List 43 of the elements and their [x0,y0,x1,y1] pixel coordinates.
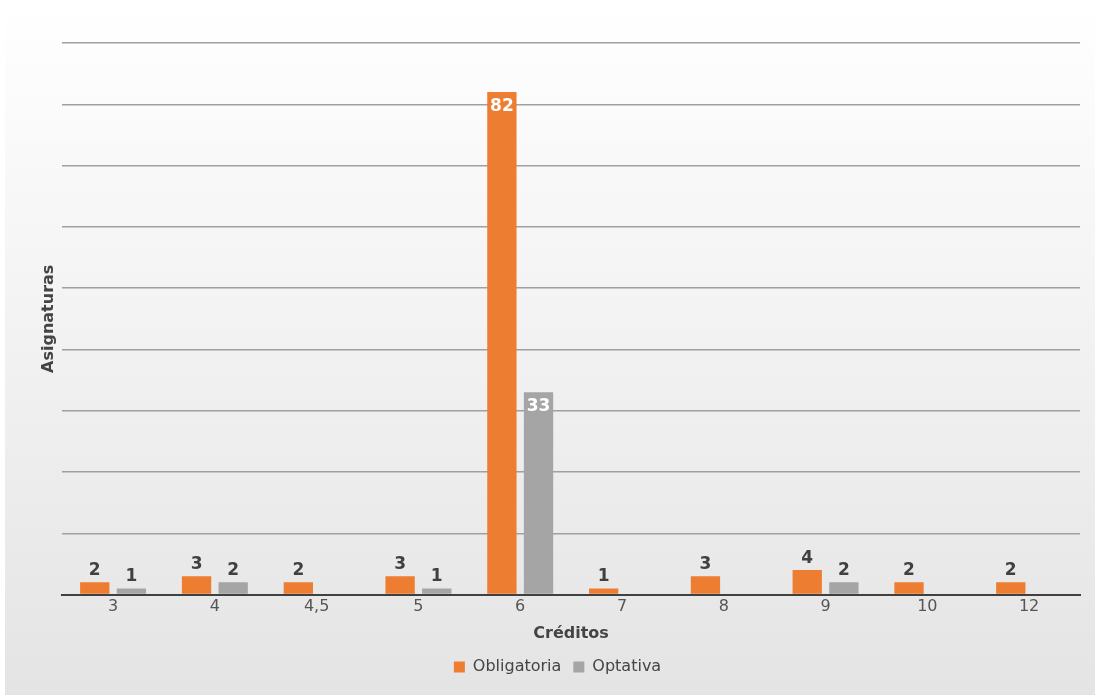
x-tick-label: 3 [108,596,119,616]
bar [792,570,822,594]
data-label: 2 [227,559,240,580]
x-axis-title: Créditos [533,622,609,642]
data-label: 2 [88,559,101,580]
bar [116,588,147,594]
x-tick-label: 9 [820,596,831,616]
x-tick-label: 10 [917,596,938,616]
bar [385,576,415,594]
data-label: 3 [394,553,407,574]
x-tick-label: 6 [515,596,526,616]
data-label: 3 [190,553,203,574]
bar [894,582,924,594]
bar [996,582,1026,594]
bar [218,582,248,594]
x-tick-label: 12 [1018,596,1040,616]
bar [589,588,619,594]
data-label: 82 [490,94,514,115]
x-tick-label: 4 [209,596,220,616]
data-label: 2 [292,559,305,580]
data-label: 3 [699,553,712,574]
y-axis-title: Asignaturas [37,264,57,373]
x-tick-label: 4,5 [303,596,330,616]
data-label: 33 [526,395,551,416]
data-label: 4 [801,547,814,568]
bar [690,576,721,594]
bar [181,576,212,594]
legend-label: Optativa [592,656,662,676]
x-tick-label: 8 [718,596,729,616]
bar [283,582,313,594]
data-label: 2 [1004,559,1017,580]
bar [829,582,859,594]
data-label: 1 [597,565,610,586]
bar [422,588,452,594]
x-tick-label: 5 [413,596,424,616]
x-tick-label: 7 [616,596,628,616]
bar [487,92,517,594]
data-label: 1 [430,565,443,586]
legend-label: Obligatoria [472,656,562,676]
data-label: 2 [837,559,850,580]
data-label: 1 [125,565,138,586]
data-label: 2 [903,559,915,580]
bar [80,582,110,594]
